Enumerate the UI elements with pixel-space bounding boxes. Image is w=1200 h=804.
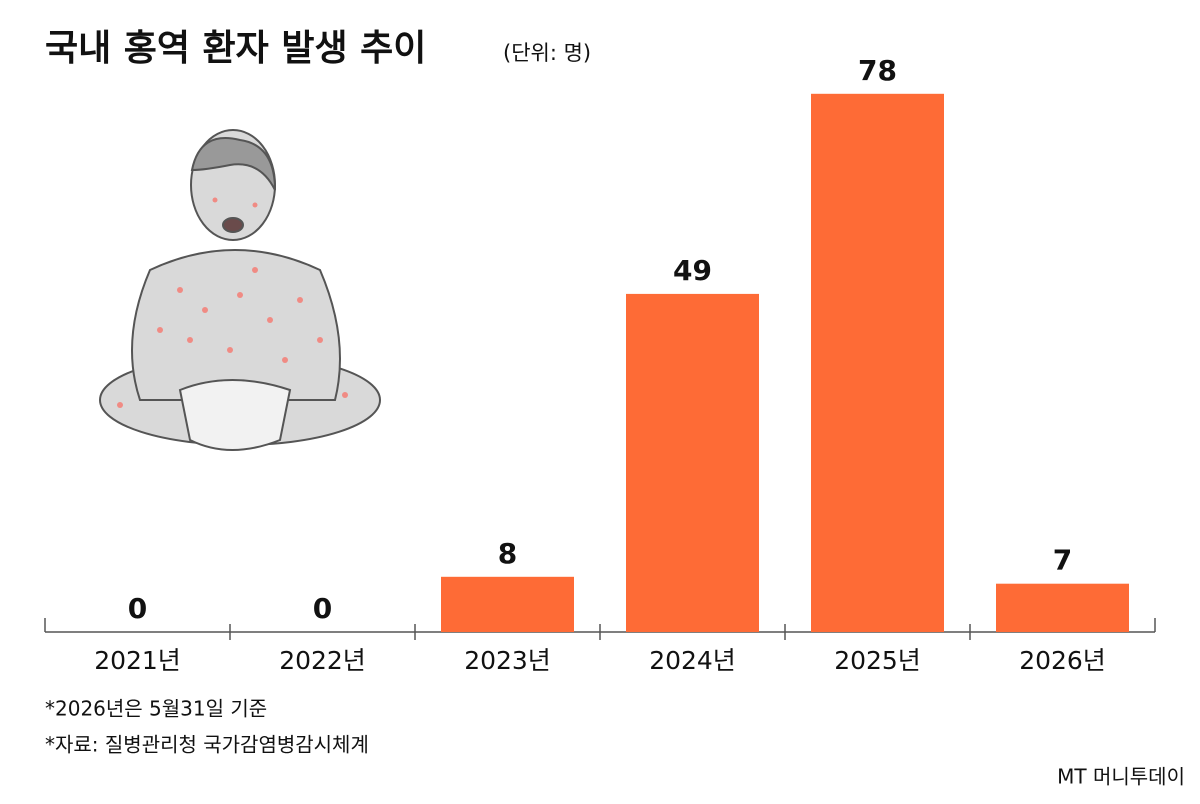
x-tick-label: 2021년 [94,646,181,675]
x-tick-label: 2026년 [1019,646,1106,675]
value-label: 49 [673,254,712,287]
value-label: 0 [128,592,147,625]
bar [996,583,1129,632]
footnote: *자료: 질병관리청 국가감염병감시체계 [45,733,369,757]
value-label: 0 [313,592,332,625]
bar [626,293,759,632]
bar [811,93,944,633]
illustration [99,129,381,451]
x-tick-label: 2024년 [649,646,736,675]
x-tick-label: 2022년 [279,646,366,675]
axis-ticks [44,618,1156,640]
value-label: 7 [1053,544,1072,577]
watermark: MT 머니투데이 [1057,765,1185,789]
value-label: 78 [858,54,897,87]
x-tick-label: 2025년 [834,646,921,675]
footnote: *2026년은 5월31일 기준 [45,697,267,721]
x-tick-label: 2023년 [464,646,551,675]
value-label: 8 [498,537,517,570]
chart-subtitle: (단위: 명) [503,41,591,65]
chart-title: 국내 홍역 환자 발생 추이 [45,28,426,69]
bar [441,576,574,632]
